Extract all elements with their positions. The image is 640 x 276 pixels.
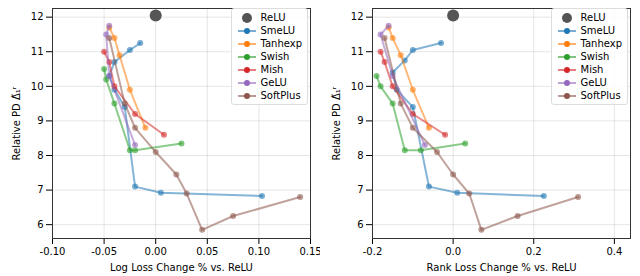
- svg-text:11: 11: [31, 46, 44, 57]
- svg-text:-0.10: -0.10: [40, 246, 66, 257]
- svg-text:6: 6: [37, 219, 43, 230]
- svg-text:11: 11: [351, 46, 364, 57]
- html-text:Swish: Swish: [260, 51, 290, 62]
- html-text:ReLU: ReLU: [260, 12, 286, 23]
- svg-text:10: 10: [351, 81, 364, 92]
- svg-text:0.15: 0.15: [299, 246, 320, 257]
- svg-text:0.2: 0.2: [526, 246, 542, 257]
- html-text:Tanhexp: Tanhexp: [260, 38, 302, 49]
- html-text:SmeLU: SmeLU: [580, 25, 616, 36]
- html-text:ReLU: ReLU: [580, 12, 606, 23]
- svg-text:0.05: 0.05: [196, 246, 218, 257]
- html-text:Mish: Mish: [260, 64, 284, 75]
- svg-text:0.10: 0.10: [248, 246, 270, 257]
- svg-text:12: 12: [31, 11, 44, 22]
- svg-text:-0.05: -0.05: [91, 246, 117, 257]
- svg-text:-0.2: -0.2: [363, 246, 383, 257]
- html-text:GeLU: GeLU: [260, 77, 287, 88]
- html-text:SoftPlus: SoftPlus: [260, 90, 301, 101]
- svg-text:0.4: 0.4: [606, 246, 622, 257]
- svg-text:8: 8: [357, 150, 363, 161]
- svg-text:6: 6: [357, 219, 363, 230]
- html-text:Swish: Swish: [580, 51, 610, 62]
- svg-text:0.0: 0.0: [445, 246, 461, 257]
- html-text:SmeLU: SmeLU: [260, 25, 296, 36]
- svg-text:Log Loss Change % vs. ReLU: Log Loss Change % vs. ReLU: [110, 262, 253, 273]
- svg-text:8: 8: [37, 150, 43, 161]
- html-text:Tanhexp: Tanhexp: [580, 38, 622, 49]
- html-text:GeLU: GeLU: [580, 77, 607, 88]
- svg-text:Relative PD Δ̃₁ʳ: Relative PD Δ̃₁ʳ: [331, 86, 342, 160]
- html-text:Mish: Mish: [580, 64, 604, 75]
- svg-text:12: 12: [351, 11, 364, 22]
- svg-text:10: 10: [31, 81, 44, 92]
- svg-text:9: 9: [37, 115, 43, 126]
- svg-text:9: 9: [357, 115, 363, 126]
- svg-text:7: 7: [37, 184, 43, 195]
- svg-text:Relative PD Δ̃₁ʳ: Relative PD Δ̃₁ʳ: [11, 86, 22, 160]
- svg-text:0.00: 0.00: [145, 246, 167, 257]
- html-text:SoftPlus: SoftPlus: [580, 90, 621, 101]
- svg-text:7: 7: [357, 184, 363, 195]
- svg-text:Rank Loss Change % vs. ReLU: Rank Loss Change % vs. ReLU: [427, 262, 577, 273]
